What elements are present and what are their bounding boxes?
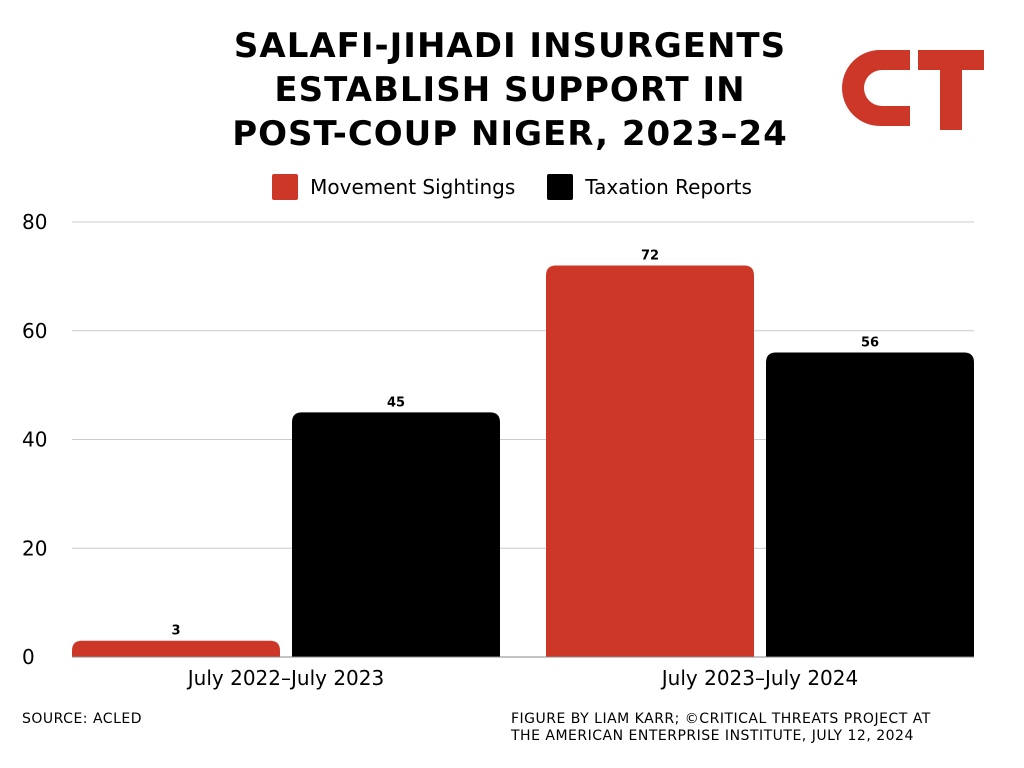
x-category-label-1: July 2023–July 2024 [660,666,858,690]
legend-item-movement: Movement Sightings [272,174,515,200]
credit-note: FIGURE BY LIAM KARR; ©CRITICAL THREATS P… [511,711,1011,745]
title-line-1: SALAFI-JIHADI INSURGENTS [233,26,787,66]
y-tick-label-20: 20 [22,536,47,560]
logo-t-stem [940,50,962,130]
data-label-movement-1: 72 [641,249,659,264]
title-line-3: POST-COUP NIGER, 2023–24 [232,114,788,154]
critical-threats-logo [842,50,984,130]
data-label-taxation-1: 56 [861,336,879,351]
y-tick-label-60: 60 [22,319,47,343]
legend-item-taxation: Taxation Reports [547,174,752,200]
bar-taxation-0 [292,412,500,657]
legend-label-movement: Movement Sightings [310,175,516,199]
bar-chart: 0 20 40 60 80 3 45 July 2022–July 2023 72 56 July … [22,210,974,690]
data-label-taxation-0: 45 [387,395,405,410]
chart-title: SALAFI-JIHADI INSURGENTS ESTABLISH SUPPO… [160,24,860,156]
x-category-label-0: July 2022–July 2023 [186,666,384,690]
credit-line-2: THE AMERICAN ENTERPRISE INSTITUTE, JULY … [511,728,914,744]
bar-movement-0 [72,640,280,657]
legend-swatch-movement [272,174,299,200]
title-line-2: ESTABLISH SUPPORT IN [274,70,746,110]
source-note: SOURCE: ACLED [22,711,143,727]
bar-taxation-1 [766,352,974,657]
credit-line-1: FIGURE BY LIAM KARR; ©CRITICAL THREATS P… [511,711,931,727]
data-label-movement-0: 3 [171,624,180,639]
logo-c-shape [842,50,910,126]
legend-swatch-taxation [547,174,574,200]
bar-movement-1 [546,265,754,657]
legend: Movement Sightings Taxation Reports [0,174,1024,200]
y-tick-label-0: 0 [22,645,35,669]
legend-label-taxation: Taxation Reports [585,175,752,199]
y-tick-label-40: 40 [22,428,47,452]
y-tick-label-80: 80 [22,210,47,234]
